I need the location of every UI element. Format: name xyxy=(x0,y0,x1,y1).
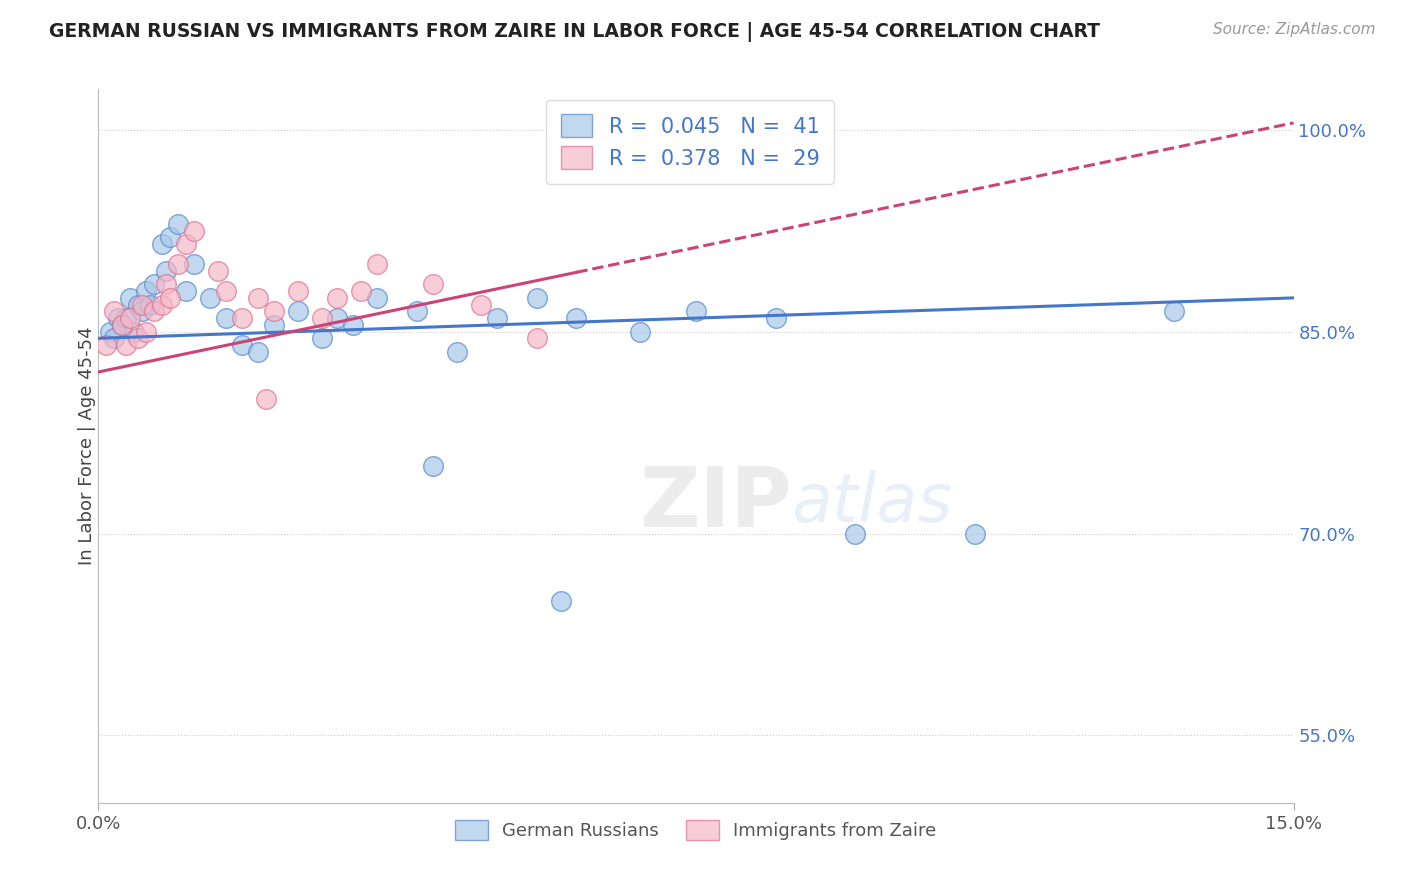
Point xyxy=(135,325,157,339)
Point xyxy=(287,284,309,298)
Point xyxy=(326,291,349,305)
Point xyxy=(103,304,125,318)
Point xyxy=(183,223,205,237)
Point xyxy=(550,594,572,608)
Point xyxy=(366,257,388,271)
Point xyxy=(143,304,166,318)
Point xyxy=(135,284,157,298)
Point xyxy=(198,291,221,305)
Point xyxy=(174,284,197,298)
Point xyxy=(406,304,429,318)
Text: ZIP: ZIP xyxy=(640,463,792,543)
Point xyxy=(111,318,134,332)
Point xyxy=(254,392,277,406)
Point xyxy=(120,311,142,326)
Point xyxy=(115,311,138,326)
Point xyxy=(485,311,508,326)
Point xyxy=(446,344,468,359)
Point xyxy=(765,311,787,326)
Point xyxy=(263,318,285,332)
Point xyxy=(124,325,146,339)
Point xyxy=(115,338,138,352)
Point xyxy=(111,318,134,332)
Point xyxy=(263,304,285,318)
Point xyxy=(565,311,588,326)
Point xyxy=(526,331,548,345)
Point xyxy=(150,237,173,252)
Point xyxy=(342,318,364,332)
Point xyxy=(311,311,333,326)
Point xyxy=(96,338,118,352)
Point xyxy=(470,298,492,312)
Point xyxy=(167,217,190,231)
Point xyxy=(526,291,548,305)
Point xyxy=(628,325,651,339)
Point xyxy=(159,291,181,305)
Point xyxy=(350,284,373,298)
Point xyxy=(231,311,253,326)
Point xyxy=(246,344,269,359)
Point xyxy=(143,277,166,292)
Point xyxy=(422,277,444,292)
Point xyxy=(131,304,153,318)
Point xyxy=(963,526,986,541)
Point xyxy=(685,304,707,318)
Point xyxy=(215,311,238,326)
Legend: German Russians, Immigrants from Zaire: German Russians, Immigrants from Zaire xyxy=(449,813,943,847)
Point xyxy=(98,325,122,339)
Point xyxy=(246,291,269,305)
Point xyxy=(326,311,349,326)
Text: atlas: atlas xyxy=(792,470,953,536)
Point xyxy=(155,277,177,292)
Point xyxy=(150,298,173,312)
Point xyxy=(103,331,125,345)
Point xyxy=(366,291,388,305)
Point xyxy=(127,298,149,312)
Point xyxy=(207,264,229,278)
Point xyxy=(231,338,253,352)
Point xyxy=(422,459,444,474)
Point xyxy=(155,264,177,278)
Text: GERMAN RUSSIAN VS IMMIGRANTS FROM ZAIRE IN LABOR FORCE | AGE 45-54 CORRELATION C: GERMAN RUSSIAN VS IMMIGRANTS FROM ZAIRE … xyxy=(49,22,1101,42)
Point xyxy=(1163,304,1185,318)
Point xyxy=(131,298,153,312)
Point xyxy=(107,311,129,326)
Y-axis label: In Labor Force | Age 45-54: In Labor Force | Age 45-54 xyxy=(79,326,96,566)
Point xyxy=(183,257,205,271)
Text: Source: ZipAtlas.com: Source: ZipAtlas.com xyxy=(1212,22,1375,37)
Point xyxy=(127,331,149,345)
Point xyxy=(311,331,333,345)
Point xyxy=(167,257,190,271)
Point xyxy=(287,304,309,318)
Point xyxy=(844,526,866,541)
Point xyxy=(174,237,197,252)
Point xyxy=(120,291,142,305)
Point xyxy=(215,284,238,298)
Point xyxy=(139,298,162,312)
Point xyxy=(159,230,181,244)
